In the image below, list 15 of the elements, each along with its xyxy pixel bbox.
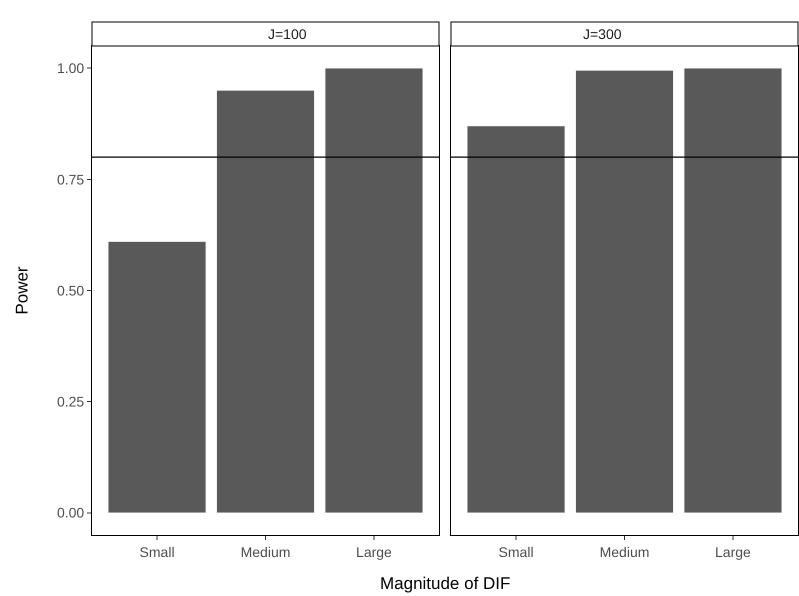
y-axis-title: Power <box>12 266 32 315</box>
x-tick-label: Medium <box>600 544 650 560</box>
chart-title: J=100 <box>268 26 307 42</box>
x-tick-label: Large <box>356 544 392 560</box>
y-tick-label: 1.00 <box>56 60 84 76</box>
x-tick-label: Small <box>498 544 534 560</box>
x-tick-label: Small <box>140 544 175 560</box>
y-tick-label: 0.75 <box>56 171 84 188</box>
x-axis-title: Magnitude of DIF <box>380 574 510 593</box>
x-tick-label: Medium <box>240 544 290 560</box>
y-tick-label: 0.00 <box>56 504 84 521</box>
x-tick-label: Large <box>715 544 752 560</box>
y-tick-label: 0.50 <box>56 282 84 298</box>
chart-title: J=300 <box>583 26 622 42</box>
y-tick-label: 0.25 <box>56 394 84 410</box>
